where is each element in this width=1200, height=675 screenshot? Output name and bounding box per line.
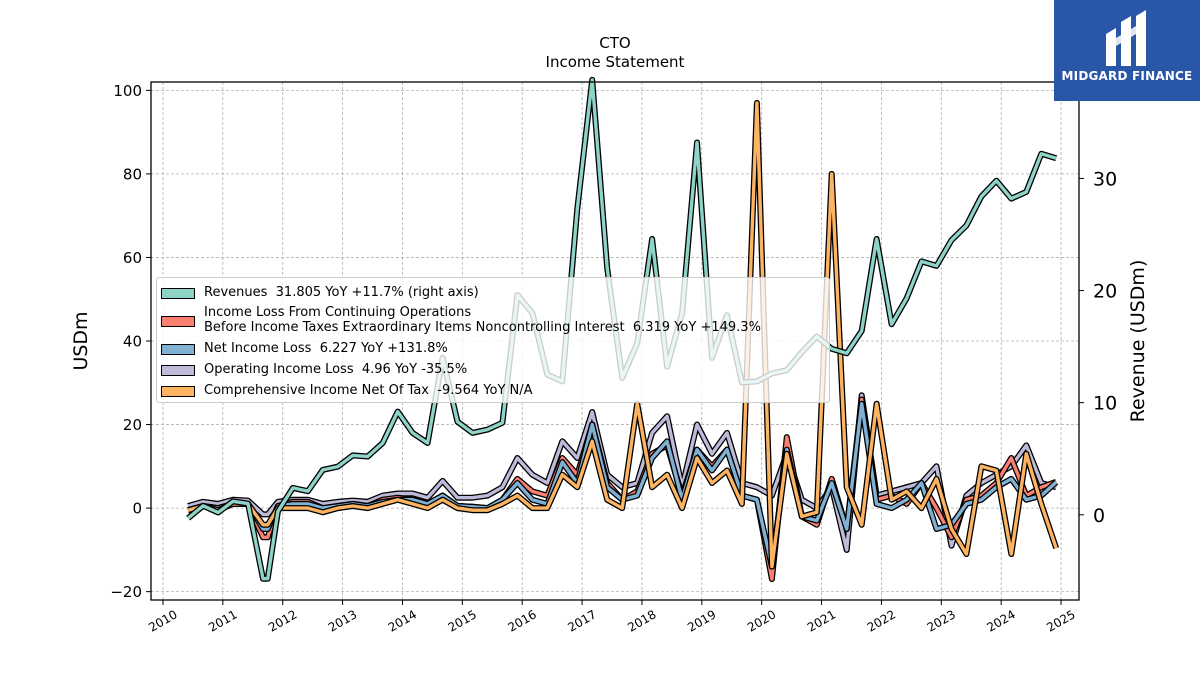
y-tick-label: 0 (132, 500, 142, 518)
legend-label: Comprehensive Income Net Of Tax -9.564 Y… (204, 383, 533, 398)
y2-axis-label: Revenue (USDm) (1127, 260, 1149, 423)
legend-swatch (161, 288, 195, 299)
right-axis-ticks: 0 10 20 30 (1079, 168, 1117, 527)
legend-label: Revenues 31.805 YoY +11.7% (right axis) (204, 285, 479, 300)
x-tick-label: 2023 (925, 607, 958, 634)
brand-logo: MIDGARD FINANCE (1054, 0, 1200, 101)
x-tick-label: 2010 (146, 607, 179, 634)
chart-legend: Revenues 31.805 YoY +11.7% (right axis) … (156, 277, 830, 403)
legend-label: Income Loss From Continuing Operations B… (204, 305, 761, 335)
x-tick-label: 2024 (984, 607, 1017, 634)
x-tick-label: 2019 (685, 607, 718, 634)
series-4 (187, 99, 1060, 570)
series-3 (187, 392, 1058, 553)
legend-swatch (161, 386, 195, 397)
y-tick-label: −20 (110, 583, 142, 601)
y2-tick-label: 10 (1093, 393, 1117, 415)
brand-mark-icon (1106, 10, 1146, 66)
legend-swatch (161, 344, 195, 355)
y2-tick-label: 30 (1093, 168, 1117, 190)
chart-subtitle: Income Statement (546, 53, 685, 71)
y-tick-label: 80 (123, 165, 142, 183)
series-line (187, 393, 1057, 552)
legend-label: Operating Income Loss 4.96 YoY -35.5% (204, 362, 468, 377)
x-tick-label: 2022 (865, 607, 898, 634)
y-tick-label: 20 (123, 416, 142, 434)
x-tick-label: 2025 (1044, 607, 1077, 634)
x-axis-ticks: 2010 2011 2012 2013 2014 2015 2016 2017 2018 2019… (146, 600, 1078, 635)
x-tick-label: 2020 (745, 607, 778, 634)
left-axis-ticks: −20 0 20 40 60 80 100 (110, 82, 151, 601)
legend-swatch (161, 316, 195, 327)
y-tick-label: 60 (123, 249, 142, 267)
x-tick-label: 2012 (266, 607, 299, 634)
y2-tick-label: 20 (1093, 281, 1117, 303)
x-tick-label: 2013 (326, 607, 359, 634)
y-tick-label: 40 (123, 333, 142, 351)
legend-swatch (161, 365, 195, 376)
y2-tick-label: 0 (1093, 505, 1105, 527)
brand-name: MIDGARD FINANCE (1061, 69, 1193, 83)
x-tick-label: 2021 (805, 607, 838, 634)
x-tick-label: 2014 (386, 607, 419, 634)
y-axis-label: USDm (70, 311, 92, 370)
x-tick-label: 2016 (505, 607, 538, 634)
x-tick-label: 2015 (446, 607, 479, 634)
x-tick-label: 2017 (565, 607, 598, 634)
series-line (187, 101, 1058, 569)
chart-title: CTO (599, 34, 630, 52)
x-tick-label: 2018 (625, 607, 658, 634)
y-tick-label: 100 (113, 82, 142, 100)
x-tick-label: 2011 (206, 607, 239, 634)
legend-label: Net Income Loss 6.227 YoY +131.8% (204, 341, 448, 356)
